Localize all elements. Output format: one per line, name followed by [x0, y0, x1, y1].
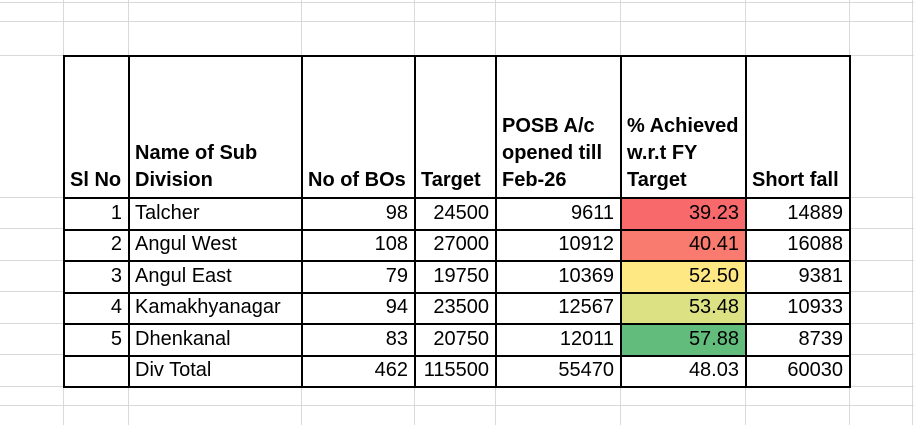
cell-sub-division-name[interactable]: Div Total	[128, 354, 303, 388]
cell-no-of-bos[interactable]: 98	[301, 197, 416, 231]
cell-posb-opened[interactable]: 55470	[495, 354, 622, 388]
cell-pct-achieved[interactable]: 48.03	[620, 354, 747, 388]
cell-short-fall[interactable]: 10933	[745, 291, 851, 325]
column-header-posb-opened[interactable]: POSB A/c opened till Feb-26	[495, 55, 622, 199]
cell-target[interactable]: 20750	[414, 323, 497, 357]
cell-target[interactable]: 19750	[414, 260, 497, 294]
cell-pct-achieved[interactable]: 52.50	[620, 260, 747, 294]
table-row: 3 Angul East 79 19750 10369 52.50 9381	[63, 260, 851, 294]
cell-posb-opened[interactable]: 9611	[495, 197, 622, 231]
cell-sl-no[interactable]: 2	[63, 228, 130, 262]
cell-no-of-bos[interactable]: 108	[301, 228, 416, 262]
posb-report-table: Sl No Name of Sub Division No of BOs Tar…	[63, 55, 851, 388]
table-row: 1 Talcher 98 24500 9611 39.23 14889	[63, 197, 851, 231]
cell-no-of-bos[interactable]: 79	[301, 260, 416, 294]
column-header-sl-no[interactable]: Sl No	[63, 55, 130, 199]
cell-no-of-bos[interactable]: 94	[301, 291, 416, 325]
cell-sl-no[interactable]: 3	[63, 260, 130, 294]
table-row: 2 Angul West 108 27000 10912 40.41 16088	[63, 228, 851, 262]
table-row: 4 Kamakhyanagar 94 23500 12567 53.48 109…	[63, 291, 851, 325]
gridline	[0, 405, 914, 406]
cell-short-fall[interactable]: 14889	[745, 197, 851, 231]
cell-sl-no[interactable]: 1	[63, 197, 130, 231]
cell-sl-no[interactable]: 5	[63, 323, 130, 357]
cell-posb-opened[interactable]: 12011	[495, 323, 622, 357]
cell-posb-opened[interactable]: 12567	[495, 291, 622, 325]
table-row: 5 Dhenkanal 83 20750 12011 57.88 8739	[63, 323, 851, 357]
column-header-sub-division[interactable]: Name of Sub Division	[128, 55, 303, 199]
cell-target[interactable]: 115500	[414, 354, 497, 388]
cell-sub-division-name[interactable]: Angul West	[128, 228, 303, 262]
cell-pct-achieved[interactable]: 53.48	[620, 291, 747, 325]
cell-no-of-bos[interactable]: 83	[301, 323, 416, 357]
cell-sub-division-name[interactable]: Talcher	[128, 197, 303, 231]
header-row: Sl No Name of Sub Division No of BOs Tar…	[63, 55, 851, 199]
cell-short-fall[interactable]: 8739	[745, 323, 851, 357]
cell-target[interactable]: 27000	[414, 228, 497, 262]
cell-target[interactable]: 24500	[414, 197, 497, 231]
cell-short-fall[interactable]: 9381	[745, 260, 851, 294]
gridline	[0, 21, 914, 22]
cell-pct-achieved[interactable]: 40.41	[620, 228, 747, 262]
cell-sl-no[interactable]	[63, 354, 130, 388]
cell-short-fall[interactable]: 60030	[745, 354, 851, 388]
gridline	[912, 0, 913, 425]
total-row: Div Total 462 115500 55470 48.03 60030	[63, 354, 851, 388]
column-header-target[interactable]: Target	[414, 55, 497, 199]
cell-posb-opened[interactable]: 10912	[495, 228, 622, 262]
cell-posb-opened[interactable]: 10369	[495, 260, 622, 294]
cell-sub-division-name[interactable]: Dhenkanal	[128, 323, 303, 357]
cell-target[interactable]: 23500	[414, 291, 497, 325]
column-header-pct-achieved[interactable]: % Achieved w.r.t FY Target	[620, 55, 747, 199]
cell-sub-division-name[interactable]: Angul East	[128, 260, 303, 294]
cell-short-fall[interactable]: 16088	[745, 228, 851, 262]
cell-sub-division-name[interactable]: Kamakhyanagar	[128, 291, 303, 325]
cell-no-of-bos[interactable]: 462	[301, 354, 416, 388]
cell-sl-no[interactable]: 4	[63, 291, 130, 325]
cell-pct-achieved[interactable]: 39.23	[620, 197, 747, 231]
gridline	[0, 2, 914, 3]
column-header-no-of-bos[interactable]: No of BOs	[301, 55, 416, 199]
column-header-short-fall[interactable]: Short fall	[745, 55, 851, 199]
cell-pct-achieved[interactable]: 57.88	[620, 323, 747, 357]
